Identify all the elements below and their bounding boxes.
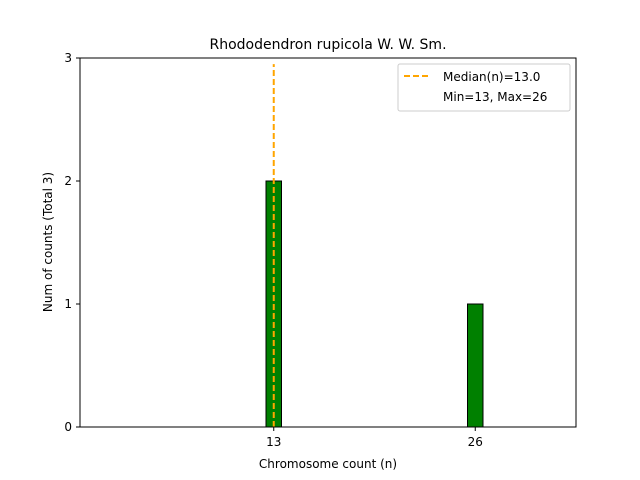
- bar-26: [467, 303, 484, 428]
- plot-frame: [79, 57, 577, 428]
- y-axis-ticks: 0 1 2 3: [64, 51, 80, 434]
- legend-entry-range: Min=13, Max=26: [443, 90, 547, 104]
- x-tick-label-13: 13: [266, 435, 281, 449]
- y-tick-label-3: 3: [64, 51, 72, 65]
- y-tick-label-2: 2: [64, 174, 72, 188]
- legend: Median(n)=13.0 Min=13, Max=26: [397, 63, 571, 112]
- y-tick-label-0: 0: [64, 420, 72, 434]
- y-tick-label-1: 1: [64, 297, 72, 311]
- plot-area: [80, 58, 576, 427]
- y-axis-label: Num of counts (Total 3): [41, 172, 55, 312]
- x-tick-label-26: 26: [468, 435, 483, 449]
- legend-entry-median: Median(n)=13.0: [443, 70, 540, 84]
- chart-title: Rhododendron rupicola W. W. Sm.: [209, 37, 446, 53]
- x-axis-ticks: 13 26: [266, 427, 483, 449]
- x-axis-label: Chromosome count (n): [259, 457, 397, 471]
- legend-box: [397, 63, 571, 112]
